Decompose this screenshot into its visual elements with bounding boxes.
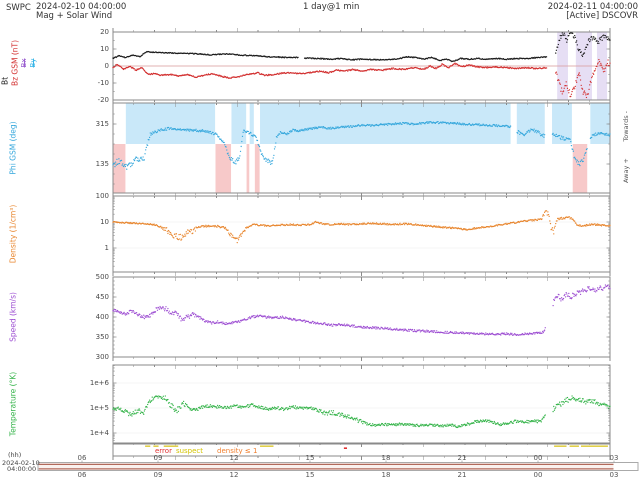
flag-legend-error: error <box>155 447 172 455</box>
flag-legend-density: density ≤ 1 <box>217 447 258 455</box>
time-range-slider[interactable] <box>38 461 638 472</box>
flag-legend-suspect: suspect <box>175 447 204 455</box>
axis-label-bx: Bx <box>20 58 28 68</box>
plot-subtitle: Mag + Solar Wind <box>36 11 113 21</box>
resolution-label: 1 day@1 min <box>303 2 360 12</box>
flag-legend: error suspect density ≤ 1 <box>155 447 257 455</box>
axis-label-temperature: Temperature (°K) <box>8 371 18 437</box>
axis-label-away-towards: Away + Towards - <box>622 111 630 183</box>
start-datetime: 2024-02-10 04:00:00 <box>36 2 127 12</box>
slider-start-time: 04:00:00 <box>7 465 37 473</box>
end-datetime: 2024-02-11 04:00:00 <box>547 2 638 12</box>
slider-start-date: 2024-02-10 <box>2 458 40 467</box>
app-name: SWPC <box>6 3 31 13</box>
axis-label-bt: Bt <box>0 76 10 86</box>
axis-label-bz: Bz GSM (nT) <box>10 39 20 87</box>
axis-label-phi: Phi GSM (deg) <box>8 121 18 175</box>
source-status: [Active] DSCOVR <box>566 11 638 21</box>
axis-label-speed: Speed (km/s) <box>8 292 18 342</box>
axis-label-by: By <box>29 58 37 68</box>
axis-label-density: Density (1/cm³) <box>8 204 18 264</box>
hours-unit-label: (hh) <box>8 451 22 459</box>
